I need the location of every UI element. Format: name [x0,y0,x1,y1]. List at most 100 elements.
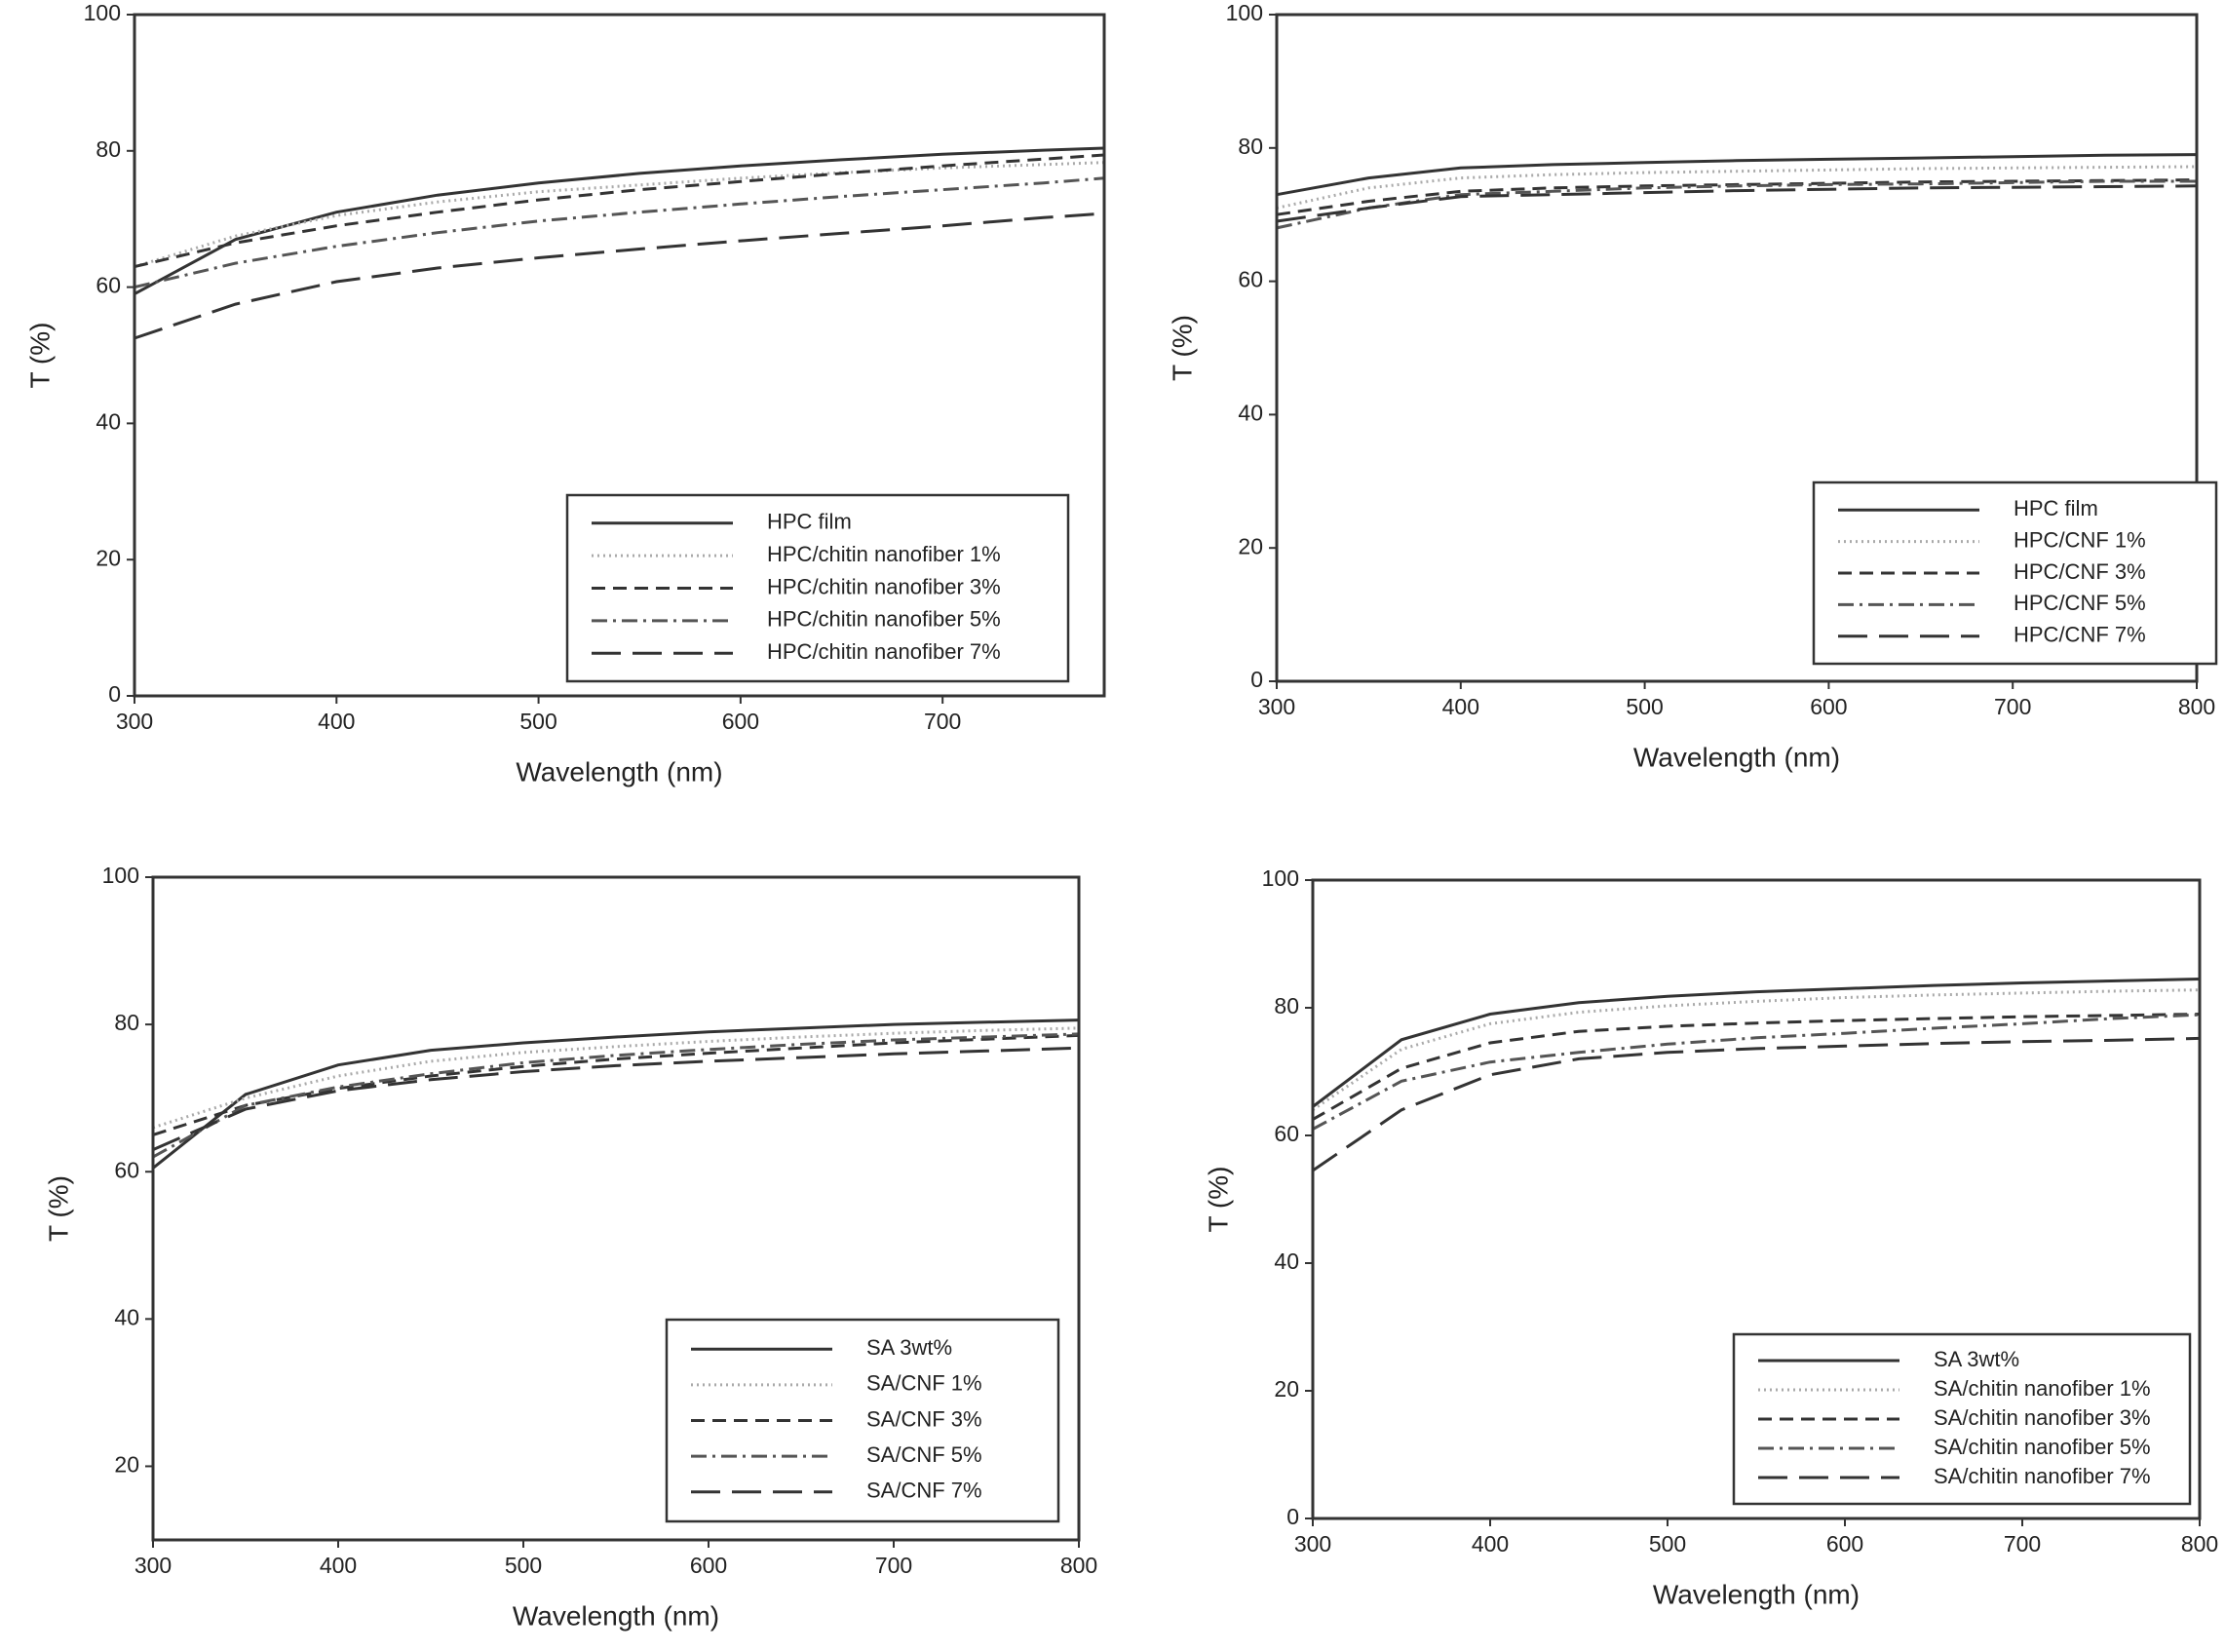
legend-text: HPC/CNF 7% [2014,623,2146,647]
x-axis-label: Wavelength (nm) [1633,742,1840,772]
legend-text: SA/CNF 5% [866,1442,982,1467]
x-tick-label: 300 [134,1553,172,1578]
y-tick-label: 40 [1274,1249,1299,1274]
x-tick-label: 500 [1649,1531,1686,1556]
legend-text: SA/CNF 1% [866,1371,982,1396]
x-tick-label: 500 [1626,694,1663,719]
y-axis-label: T (%) [1167,315,1197,381]
legend-text: HPC film [767,510,852,534]
legend-text: SA/chitin nanofiber 5% [1934,1435,2151,1459]
y-axis-label: T (%) [24,323,55,389]
legend-text: SA 3wt% [1934,1347,2019,1371]
series-line [1312,1036,2201,1172]
legend-box [565,493,1070,683]
legend-text: HPC/CNF 5% [2014,591,2146,615]
x-tick-label: 700 [1994,694,2031,719]
x-tick-label: 500 [505,1553,542,1578]
series-line [1276,165,2198,210]
x-tick-label: 800 [2181,1531,2218,1556]
legend-text: SA 3wt% [866,1335,952,1360]
x-tick-label: 500 [519,709,556,734]
chart-panel: 0 20 40 60 80 100 300 400 500 600 700 Wavelength (n… [24,0,1106,787]
x-tick-label: 600 [722,709,759,734]
series-line [152,1026,1080,1130]
legend-text: SA/CNF 7% [866,1479,982,1503]
series-line [134,146,1105,295]
legend-text: HPC/chitin nanofiber 3% [767,574,1001,598]
x-tick-label: 800 [2178,694,2215,719]
chart-panel: 20 40 60 80 100 300 400 500 600 700 800 Wavelength … [43,863,1097,1631]
series-line [152,1033,1080,1136]
legend-text: HPC/chitin nanofiber 1% [767,542,1001,566]
x-tick-label: 600 [690,1553,727,1578]
series-line [1312,1013,2201,1131]
x-tick-label: 300 [1294,1531,1331,1556]
y-tick-label: 60 [114,1157,139,1182]
x-tick-label: 700 [2004,1531,2041,1556]
y-tick-label: 80 [114,1010,139,1035]
legend-text: SA/CNF 3% [866,1406,982,1431]
y-tick-label: 40 [96,408,121,434]
legend-text: HPC/chitin nanofiber 5% [767,607,1001,632]
chart-panel: 0 20 40 60 80 100 300 400 500 600 700 800 Wavelength… [1203,865,2218,1609]
y-tick-label: 100 [102,863,139,888]
x-tick-label: 400 [1442,694,1479,719]
legend-box [665,1318,1060,1523]
y-tick-label: 60 [1238,267,1263,292]
x-tick-label: 400 [320,1553,357,1578]
series-line [134,153,1105,269]
x-tick-label: 600 [1810,694,1847,719]
legend-text: HPC film [2014,496,2098,520]
x-tick-label: 700 [875,1553,912,1578]
y-tick-label: 60 [1274,1121,1299,1146]
chart-panel: 0 20 40 60 80 100 300 400 500 600 700 800 Wavelength… [1167,0,2218,772]
legend-text: SA/chitin nanofiber 3% [1934,1405,2151,1430]
y-tick-label: 60 [96,273,121,298]
series-line [134,211,1105,340]
x-axis-label: Wavelength (nm) [1653,1579,1860,1609]
legend-text: HPC/CNF 1% [2014,527,2146,552]
series-line [1276,153,2198,197]
x-tick-label: 300 [116,709,153,734]
y-tick-label: 80 [96,136,121,162]
series-line [152,1032,1080,1159]
plot-frame [133,13,1106,698]
x-tick-label: 300 [1258,694,1295,719]
series-line [152,1046,1080,1151]
y-tick-label: 20 [96,545,121,570]
y-tick-label: 0 [1250,667,1263,692]
y-tick-label: 40 [1238,400,1263,425]
legend-text: SA/chitin nanofiber 1% [1934,1376,2151,1401]
series-line [1276,179,2197,230]
series-line [1312,1013,2201,1121]
legend-text: HPC/chitin nanofiber 7% [767,639,1001,664]
y-axis-label: T (%) [1203,1167,1233,1233]
x-tick-label: 400 [318,709,355,734]
y-tick-label: 20 [1238,533,1263,558]
plot-frame [1275,13,2199,683]
x-tick-label: 400 [1472,1531,1509,1556]
x-tick-label: 800 [1060,1553,1097,1578]
series-line [152,1018,1080,1170]
x-axis-label: Wavelength (nm) [516,756,722,787]
series-line [134,176,1105,289]
series-line [1312,978,2201,1108]
y-tick-label: 100 [1226,0,1263,25]
x-axis-label: Wavelength (nm) [513,1600,719,1631]
y-tick-label: 80 [1238,134,1263,159]
y-tick-label: 40 [114,1304,139,1329]
y-tick-label: 0 [1286,1504,1299,1529]
y-tick-label: 0 [108,681,121,707]
y-tick-label: 80 [1274,993,1299,1018]
plot-frame [151,875,1081,1542]
plot-frame [1311,878,2202,1520]
y-tick-label: 20 [1274,1376,1299,1402]
legend-box [1812,480,2218,666]
y-axis-label: T (%) [43,1175,73,1242]
y-tick-label: 100 [1262,865,1299,891]
y-tick-label: 20 [114,1452,139,1478]
legend-text: SA/chitin nanofiber 7% [1934,1464,2151,1488]
x-tick-label: 700 [924,709,961,734]
y-tick-label: 100 [84,0,121,25]
